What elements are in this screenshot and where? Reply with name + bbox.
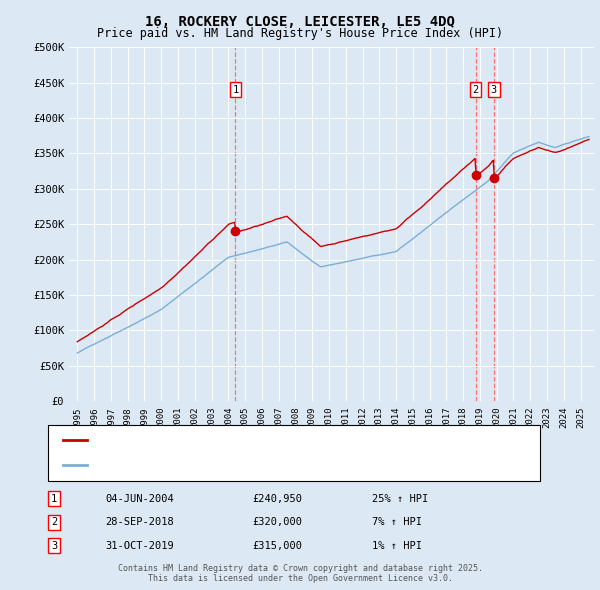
Text: 3: 3 xyxy=(491,85,497,94)
Text: Price paid vs. HM Land Registry's House Price Index (HPI): Price paid vs. HM Land Registry's House … xyxy=(97,27,503,40)
Text: 3: 3 xyxy=(51,541,57,550)
Text: 1: 1 xyxy=(51,494,57,503)
Text: £315,000: £315,000 xyxy=(252,541,302,550)
Text: 28-SEP-2018: 28-SEP-2018 xyxy=(105,517,174,527)
Text: 04-JUN-2004: 04-JUN-2004 xyxy=(105,494,174,503)
Text: 16, ROCKERY CLOSE, LEICESTER, LE5 4DQ: 16, ROCKERY CLOSE, LEICESTER, LE5 4DQ xyxy=(145,15,455,29)
Text: 1: 1 xyxy=(232,85,239,94)
Text: 25% ↑ HPI: 25% ↑ HPI xyxy=(372,494,428,503)
Text: Contains HM Land Registry data © Crown copyright and database right 2025.
This d: Contains HM Land Registry data © Crown c… xyxy=(118,563,482,583)
Text: 2: 2 xyxy=(473,85,479,94)
Text: £240,950: £240,950 xyxy=(252,494,302,503)
Text: 7% ↑ HPI: 7% ↑ HPI xyxy=(372,517,422,527)
Text: 16, ROCKERY CLOSE, LEICESTER, LE5 4DQ (detached house): 16, ROCKERY CLOSE, LEICESTER, LE5 4DQ (d… xyxy=(93,435,431,445)
Text: 31-OCT-2019: 31-OCT-2019 xyxy=(105,541,174,550)
Text: 1% ↑ HPI: 1% ↑ HPI xyxy=(372,541,422,550)
Text: HPI: Average price, detached house, Leicester: HPI: Average price, detached house, Leic… xyxy=(93,460,374,470)
Text: 2: 2 xyxy=(51,517,57,527)
Text: £320,000: £320,000 xyxy=(252,517,302,527)
